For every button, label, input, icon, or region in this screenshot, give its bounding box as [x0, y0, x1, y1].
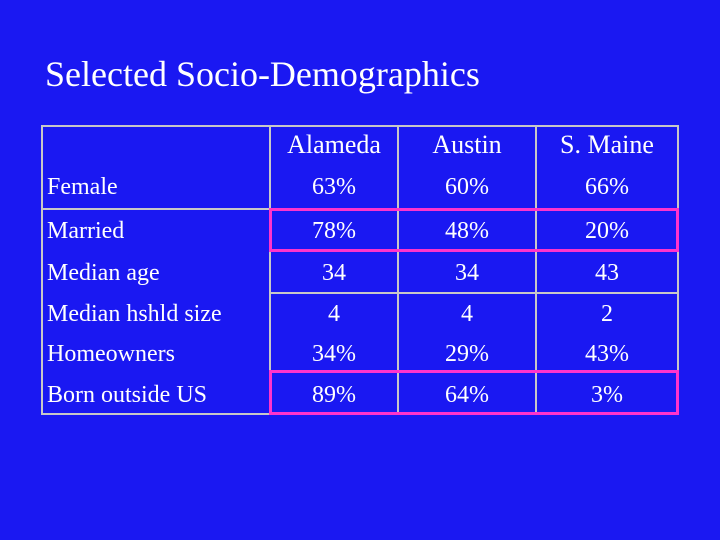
alameda-column-divider: [397, 125, 399, 415]
cell-female-austin: 60%: [445, 174, 489, 200]
slide-title: Selected Socio-Demographics: [45, 54, 480, 94]
cell-homeowners-alameda: 34%: [312, 341, 356, 367]
cell-homeowners-s-maine: 43%: [585, 341, 629, 367]
cell-female-s-maine: 66%: [585, 174, 629, 200]
column-header-austin: Austin: [432, 130, 502, 159]
cell-married-austin: 48%: [445, 218, 489, 244]
cell-median-age-alameda: 34: [322, 260, 346, 286]
married-highlight: [269, 208, 679, 252]
cell-born-outside-alameda: 89%: [312, 382, 356, 408]
austin-column-divider: [535, 125, 537, 415]
cell-median-age-austin: 34: [455, 260, 479, 286]
cell-born-outside-austin: 64%: [445, 382, 489, 408]
born-outside-highlight: [269, 370, 679, 415]
cell-married-s-maine: 20%: [585, 218, 629, 244]
table-border-left: [41, 125, 43, 415]
cell-hshld-size-austin: 4: [461, 301, 473, 327]
cell-hshld-size-alameda: 4: [328, 301, 340, 327]
cell-median-age-s-maine: 43: [595, 260, 619, 286]
cell-hshld-size-s-maine: 2: [601, 301, 613, 327]
size-row-divider: [269, 292, 679, 294]
label-column-divider: [269, 125, 271, 415]
demographics-table: Alameda Austin S. Maine Female 63% 60% 6…: [41, 125, 679, 415]
row-label-married: Married: [47, 218, 125, 244]
row-label-median-age: Median age: [47, 260, 160, 286]
column-header-alameda: Alameda: [287, 130, 381, 159]
cell-homeowners-austin: 29%: [445, 341, 489, 367]
table-border-right: [677, 125, 679, 415]
cell-born-outside-s-maine: 3%: [591, 382, 623, 408]
row-label-born-outside-us: Born outside US: [47, 382, 208, 408]
cell-female-alameda: 63%: [312, 174, 356, 200]
column-header-s-maine: S. Maine: [560, 130, 654, 159]
row-label-homeowners: Homeowners: [47, 341, 175, 367]
row-label-female: Female: [47, 174, 118, 200]
row-label-median-hshld-size: Median hshld size: [47, 301, 222, 327]
cell-married-alameda: 78%: [312, 218, 356, 244]
table-border-top: [41, 125, 679, 127]
